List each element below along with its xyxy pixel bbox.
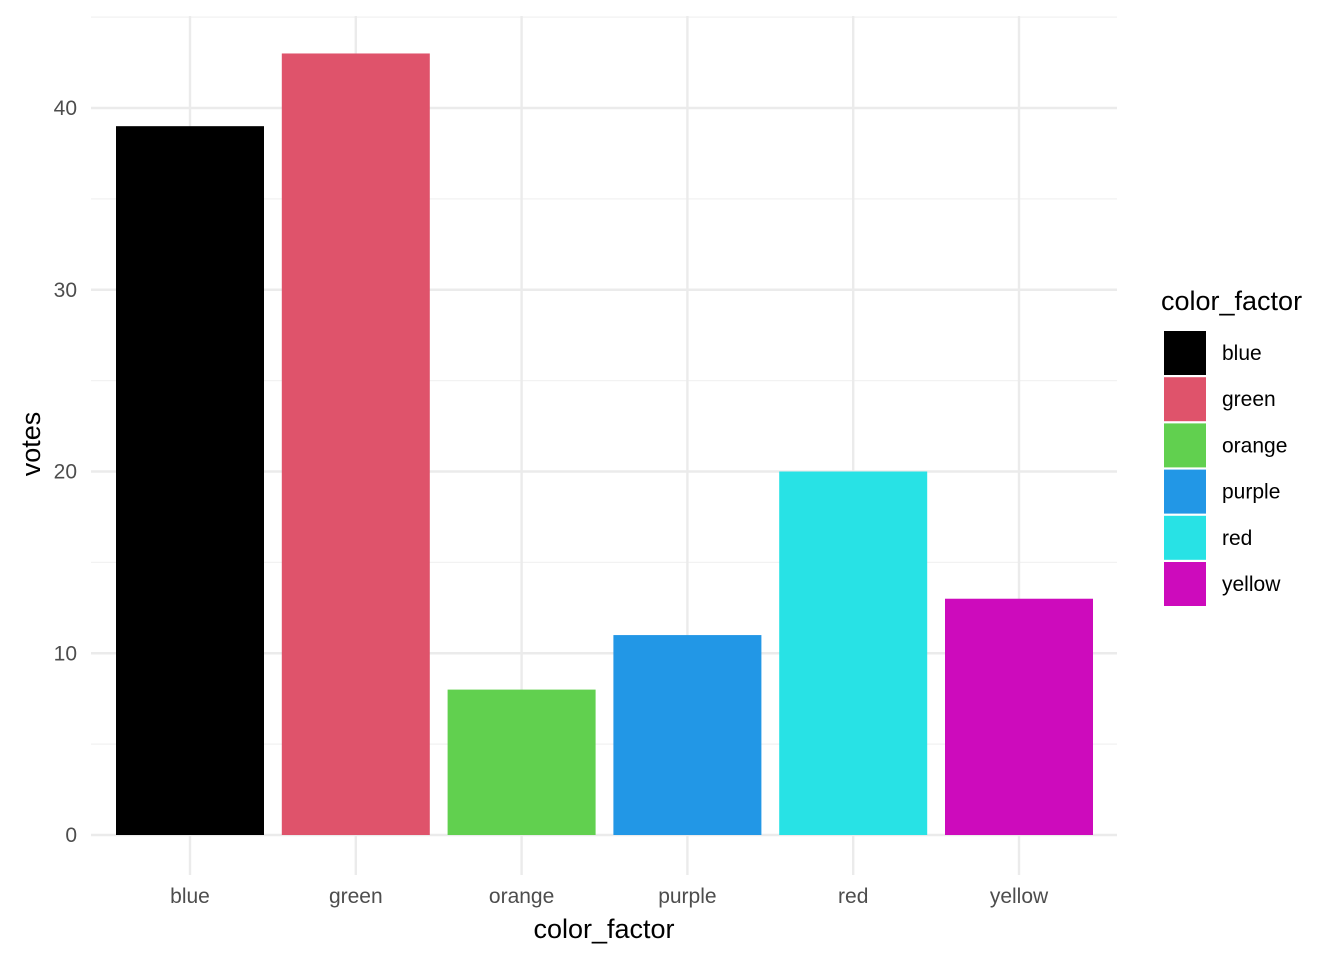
legend-key-green: [1164, 377, 1206, 422]
x-tick-label: red: [838, 885, 868, 908]
x-tick-label: green: [329, 885, 383, 908]
bar-purple: [613, 635, 762, 835]
legend: color_factor blue green orange purple red yel…: [1161, 286, 1302, 606]
legend-title: color_factor: [1161, 286, 1302, 316]
bar-orange: [447, 689, 596, 835]
legend-label: orange: [1222, 434, 1287, 457]
y-axis-title: votes: [16, 412, 46, 477]
x-axis-title: color_factor: [533, 914, 674, 944]
y-tick-label: 30: [54, 279, 77, 302]
legend-key-orange: [1164, 423, 1206, 468]
x-tick-label: orange: [489, 885, 554, 908]
legend-key-yellow: [1164, 562, 1206, 606]
y-axis-ticks: 0 10 20 30 40: [54, 97, 77, 847]
legend-label: red: [1222, 527, 1252, 550]
bar-red: [779, 471, 928, 835]
x-tick-label: yellow: [990, 885, 1049, 908]
legend-key-purple: [1164, 469, 1206, 514]
y-tick-label: 40: [54, 97, 77, 120]
y-tick-label: 10: [54, 642, 77, 665]
legend-label: green: [1222, 388, 1276, 411]
legend-label: purple: [1222, 481, 1280, 504]
legend-label: yellow: [1222, 573, 1281, 596]
legend-key-blue: [1164, 331, 1206, 375]
legend-key-red: [1164, 515, 1206, 560]
x-tick-label: blue: [170, 885, 210, 908]
x-tick-label: purple: [658, 885, 716, 908]
y-tick-label: 20: [54, 461, 77, 484]
x-axis-ticks: blue green orange purple red yellow: [170, 885, 1049, 908]
y-tick-label: 0: [65, 824, 77, 847]
bar-green: [281, 53, 430, 836]
bars: [116, 53, 1093, 836]
bar-yellow: [945, 598, 1093, 835]
legend-keys: blue green orange purple red yellow: [1164, 331, 1287, 606]
legend-label: blue: [1222, 342, 1262, 365]
bar-blue: [116, 126, 264, 836]
